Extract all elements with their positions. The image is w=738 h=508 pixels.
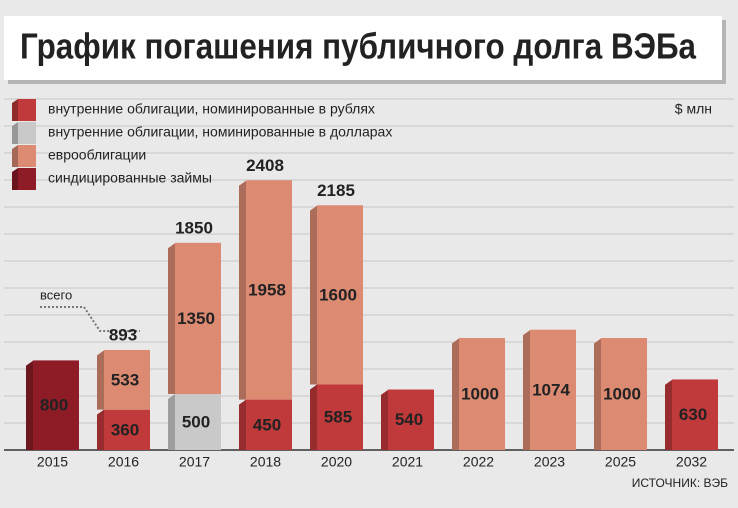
bar-top-edge xyxy=(522,329,531,336)
bar-side xyxy=(97,409,104,450)
legend-swatch-side xyxy=(12,168,18,190)
legend-swatch-side xyxy=(12,99,18,121)
bar xyxy=(459,338,505,450)
legend-swatch-side xyxy=(12,122,18,144)
bar xyxy=(601,338,647,450)
legend-label: внутренние облигации, номинированные в д… xyxy=(48,124,392,140)
data-label: 450 xyxy=(253,415,281,434)
data-label: 1000 xyxy=(603,384,641,403)
legend-label: еврооблигации xyxy=(48,147,146,163)
bar-side xyxy=(26,360,33,450)
bar-side xyxy=(239,399,246,450)
bar xyxy=(388,389,434,450)
bar-top-edge xyxy=(309,204,318,211)
data-label: 540 xyxy=(395,410,423,429)
total-label: 2408 xyxy=(246,156,284,175)
legend-label: синдицированные займы xyxy=(48,170,212,186)
bar-top-edge xyxy=(593,337,602,344)
legend-swatch xyxy=(18,145,36,167)
data-label: 1600 xyxy=(319,285,357,304)
bar-top-edge xyxy=(238,179,247,186)
x-tick-label: 2017 xyxy=(179,454,210,470)
unit-label: $ млн xyxy=(675,101,712,117)
data-label: 800 xyxy=(40,396,68,415)
x-tick-label: 2021 xyxy=(392,454,423,470)
bar xyxy=(317,205,363,385)
x-tick-label: 2025 xyxy=(605,454,636,470)
total-annotation: всего xyxy=(40,287,72,302)
bar xyxy=(530,329,576,450)
legend-label: внутренние облигации, номинированные в р… xyxy=(48,101,375,117)
bar-side xyxy=(523,329,530,450)
bar xyxy=(33,360,79,450)
data-label: 1958 xyxy=(248,280,286,299)
legend-swatch xyxy=(18,99,36,121)
bar-side xyxy=(452,338,459,450)
bar xyxy=(246,399,292,450)
bar-side xyxy=(97,349,104,410)
x-tick-label: 2020 xyxy=(321,454,352,470)
data-label: 360 xyxy=(111,420,139,439)
bar xyxy=(175,242,221,394)
x-tick-label: 2023 xyxy=(534,454,565,470)
legend-swatch xyxy=(18,168,36,190)
x-tick-label: 2032 xyxy=(676,454,707,470)
bar-top-edge xyxy=(380,389,389,395)
bar xyxy=(317,384,363,450)
annotation-leader xyxy=(40,306,140,332)
bar-side xyxy=(310,205,317,385)
bar-top-edge xyxy=(664,379,673,385)
bar-top-edge xyxy=(25,359,34,366)
legend-swatch-side xyxy=(12,145,18,167)
data-label: 630 xyxy=(679,405,707,424)
bar-side xyxy=(239,180,246,400)
data-label: 533 xyxy=(111,370,139,389)
bar-side xyxy=(381,389,388,450)
bar-top-edge xyxy=(167,242,176,249)
bar-top-edge xyxy=(451,337,460,344)
legend-swatch xyxy=(18,122,36,144)
bar-side xyxy=(665,379,672,450)
total-label: 2185 xyxy=(317,181,355,200)
bar-side xyxy=(168,242,175,394)
bar-side xyxy=(168,394,175,450)
x-tick-label: 2015 xyxy=(37,454,68,470)
bar xyxy=(104,409,150,450)
chart-title: График погашения публичного долга ВЭБа xyxy=(20,26,697,67)
bar xyxy=(104,349,150,410)
x-tick-label: 2022 xyxy=(463,454,494,470)
x-tick-label: 2016 xyxy=(108,454,139,470)
source: ИСТОЧНИК: ВЭБ xyxy=(632,476,728,490)
title-box xyxy=(4,16,722,80)
bar-side xyxy=(594,338,601,450)
total-label: 893 xyxy=(109,325,137,344)
bar-side xyxy=(310,384,317,450)
bar xyxy=(175,394,221,450)
x-tick-label: 2018 xyxy=(250,454,281,470)
bar-top-edge xyxy=(96,349,105,356)
data-label: 500 xyxy=(182,412,210,431)
total-label: 1850 xyxy=(175,218,213,237)
data-label: 1350 xyxy=(177,309,215,328)
data-label: 1074 xyxy=(532,380,570,399)
data-label: 585 xyxy=(324,408,352,427)
bar xyxy=(672,379,718,450)
bar xyxy=(246,180,292,400)
data-label: 1000 xyxy=(461,384,499,403)
